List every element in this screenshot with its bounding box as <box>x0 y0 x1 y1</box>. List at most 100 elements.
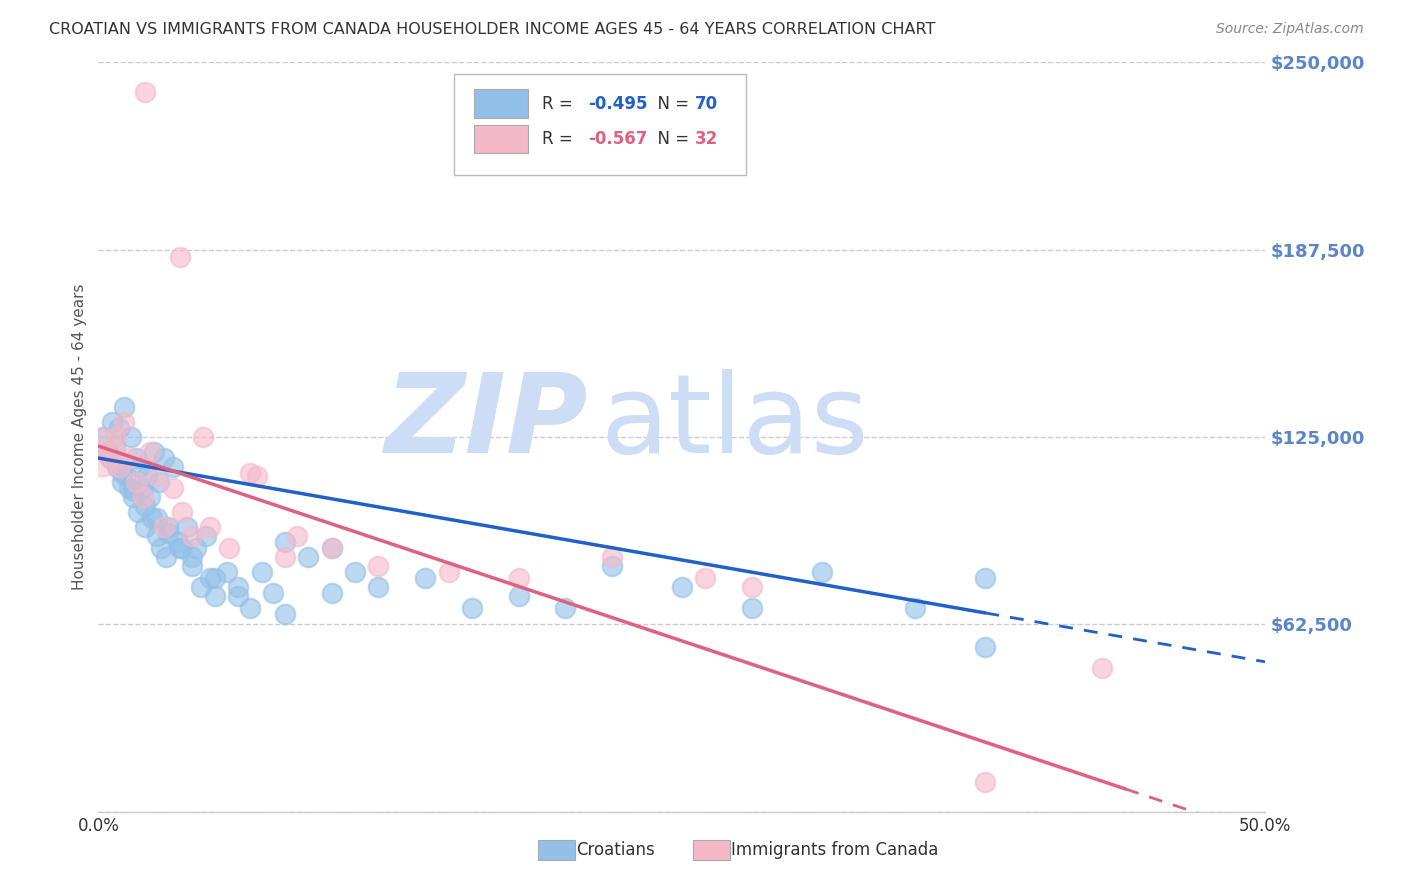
FancyBboxPatch shape <box>474 125 527 153</box>
Point <box>141 511 163 525</box>
Point <box>132 481 155 495</box>
Point <box>91 430 114 444</box>
Point <box>274 549 297 564</box>
Point <box>246 469 269 483</box>
Point <box>127 505 149 519</box>
Point <box>155 549 177 564</box>
Point <box>111 466 134 480</box>
Point <box>297 549 319 564</box>
Point <box>437 565 460 579</box>
Point <box>1091 661 1114 675</box>
Point <box>134 499 156 513</box>
Point <box>90 445 112 459</box>
Point <box>200 571 222 585</box>
Point <box>105 460 128 475</box>
Point <box>600 558 623 573</box>
Point <box>228 580 250 594</box>
Point <box>146 469 169 483</box>
Point <box>180 549 202 564</box>
Point <box>811 565 834 579</box>
Text: Source: ZipAtlas.com: Source: ZipAtlas.com <box>1216 22 1364 37</box>
Point <box>190 580 212 594</box>
Point <box>134 86 156 100</box>
Point <box>172 505 194 519</box>
Text: 70: 70 <box>695 95 718 112</box>
Point <box>162 481 184 495</box>
Point <box>554 601 576 615</box>
Point <box>169 250 191 264</box>
Point <box>215 565 238 579</box>
Point <box>125 451 148 466</box>
Point <box>143 445 166 459</box>
Point <box>166 535 188 549</box>
Text: R =: R = <box>541 130 578 148</box>
Point <box>104 430 127 444</box>
Point <box>111 475 134 489</box>
Point <box>139 490 162 504</box>
Text: Immigrants from Canada: Immigrants from Canada <box>731 841 938 859</box>
Point <box>150 541 173 555</box>
Point <box>974 640 997 654</box>
Point <box>120 430 142 444</box>
Point <box>321 541 343 555</box>
Point <box>176 520 198 534</box>
Point <box>129 460 152 475</box>
Point <box>136 469 159 483</box>
Point <box>600 549 623 564</box>
Point <box>112 415 135 429</box>
Point <box>239 601 262 615</box>
Point <box>671 580 693 594</box>
Point <box>285 529 308 543</box>
Point <box>274 607 297 621</box>
Y-axis label: Householder Income Ages 45 - 64 years: Householder Income Ages 45 - 64 years <box>72 284 87 591</box>
Text: ZIP: ZIP <box>385 368 589 475</box>
Point <box>172 541 194 555</box>
Point <box>169 541 191 555</box>
Point <box>108 421 131 435</box>
Text: R =: R = <box>541 95 578 112</box>
Point <box>98 451 121 466</box>
Point <box>218 541 240 555</box>
Point <box>250 565 273 579</box>
Point <box>904 601 927 615</box>
Point <box>193 430 215 444</box>
Point <box>262 586 284 600</box>
Point <box>97 445 120 459</box>
FancyBboxPatch shape <box>474 89 527 118</box>
Point <box>108 460 131 475</box>
Point <box>122 490 145 504</box>
Point <box>274 535 297 549</box>
Point <box>157 520 180 534</box>
Point <box>974 571 997 585</box>
Point <box>146 529 169 543</box>
Point <box>194 529 217 543</box>
Point <box>200 520 222 534</box>
Point <box>367 558 389 573</box>
Text: N =: N = <box>647 95 695 112</box>
Point <box>152 451 174 466</box>
Point <box>974 774 997 789</box>
Point <box>157 526 180 541</box>
Point <box>134 520 156 534</box>
Point <box>180 558 202 573</box>
Point <box>139 445 162 459</box>
Point <box>321 541 343 555</box>
Point <box>508 589 530 603</box>
Text: Croatians: Croatians <box>576 841 655 859</box>
Point <box>94 445 117 459</box>
Point <box>162 460 184 475</box>
Point <box>186 541 208 555</box>
Point <box>125 475 148 489</box>
Text: 32: 32 <box>695 130 718 148</box>
Point <box>152 520 174 534</box>
Point <box>695 571 717 585</box>
Point <box>741 601 763 615</box>
Point <box>115 469 138 483</box>
Point <box>132 490 155 504</box>
Point <box>118 481 141 495</box>
Point <box>118 451 141 466</box>
Point <box>104 439 127 453</box>
FancyBboxPatch shape <box>454 74 747 175</box>
Point <box>204 571 226 585</box>
Text: -0.495: -0.495 <box>589 95 648 112</box>
